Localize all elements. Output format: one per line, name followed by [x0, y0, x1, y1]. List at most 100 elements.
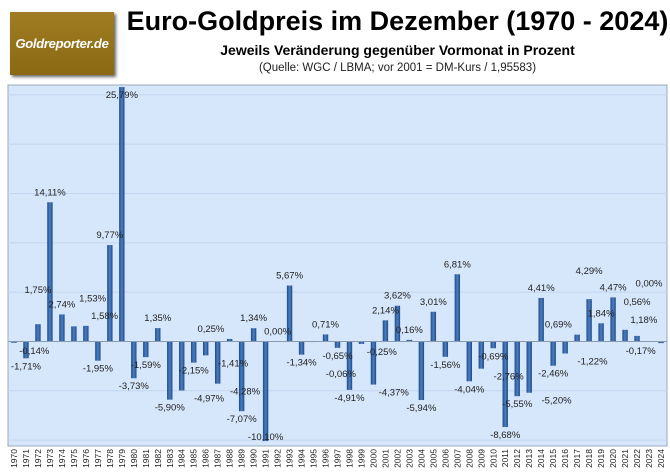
data-label-1998: -4,91% [334, 393, 365, 404]
data-label-2015: -2,46% [538, 369, 569, 380]
bar-1974 [59, 314, 65, 342]
x-tick-label: 1986 [201, 449, 211, 468]
data-label-1997: -0,65% [322, 351, 353, 362]
bar-2006 [442, 341, 449, 357]
chart-subtitle: Jeweils Veränderung gegenüber Vormonat i… [220, 42, 575, 58]
x-tick-label: 1989 [237, 449, 247, 468]
bar-2008 [466, 341, 472, 382]
data-label-2021: 1,18% [630, 315, 657, 326]
bar-1996 [322, 334, 329, 342]
bar-2003 [406, 339, 413, 342]
bar-1988 [226, 338, 233, 342]
goldreporter-logo: Goldreporter.de [10, 12, 114, 75]
x-tick-label: 2024 [656, 449, 666, 468]
bar-1997 [334, 341, 341, 348]
data-label-1978: 9,77% [96, 230, 123, 241]
bar-1981 [143, 341, 149, 358]
data-label-2010: -0,69% [478, 351, 509, 362]
data-label-2003: 0,16% [396, 325, 423, 336]
x-tick-label: 2013 [524, 449, 534, 468]
x-tick-label: 1999 [356, 449, 366, 468]
data-label-1977: -1,95% [83, 364, 114, 375]
data-label-1999: -0,25% [367, 347, 398, 358]
x-tick-label: 2008 [464, 449, 474, 468]
x-tick-label: 2023 [644, 449, 654, 468]
x-tick-label: 1995 [309, 449, 319, 468]
bar-2011 [502, 341, 508, 428]
data-label-1985: -2,15% [179, 366, 210, 377]
data-label-2011: -8,68% [490, 430, 521, 441]
data-label-1970: -0,14% [19, 346, 50, 357]
bar-2001 [382, 320, 389, 342]
x-tick-label: 2004 [416, 449, 426, 468]
x-tick-label: 2016 [560, 449, 570, 468]
data-label-2020: 4,47% [600, 282, 627, 293]
x-tick-label: 2006 [440, 449, 450, 468]
x-tick-label: 1984 [177, 449, 187, 468]
bar-2014 [538, 297, 544, 342]
x-tick-label: 2010 [488, 449, 498, 468]
x-tick-label: 1998 [344, 449, 354, 468]
bar-1979 [119, 87, 125, 342]
x-tick-label: 1982 [153, 449, 163, 468]
data-label-1980: -3,73% [119, 381, 150, 392]
data-label-1987: -4,28% [230, 387, 261, 398]
x-tick-label: 2019 [596, 449, 606, 468]
chart-title: Euro-Goldpreis im Dezember (1970 - 2024) [126, 6, 669, 36]
bar-1994 [298, 341, 305, 355]
bar-1984 [179, 341, 185, 391]
x-tick-label: 1990 [249, 449, 259, 468]
data-label-2023: 0,00% [636, 278, 663, 289]
x-tick-label: 2018 [584, 449, 594, 468]
data-label-1983: -5,90% [155, 403, 186, 414]
x-tick-label: 1988 [225, 449, 235, 468]
bar-1983 [167, 341, 173, 400]
bar-2010 [490, 341, 496, 349]
data-label-1994: -1,34% [286, 358, 317, 369]
data-label-1996: 0,71% [312, 319, 339, 330]
data-label-1990: 1,34% [240, 313, 267, 324]
x-tick-label: 2009 [476, 449, 486, 468]
bar-1980 [131, 341, 137, 379]
x-tick-label: 1981 [141, 449, 151, 468]
data-label-1973: 14,11% [34, 187, 66, 198]
bar-1970 [11, 341, 17, 343]
bar-2004 [418, 341, 425, 401]
data-label-1989: -7,07% [227, 414, 258, 425]
bar-2016 [562, 341, 568, 354]
data-label-2019: 1,84% [588, 308, 615, 319]
data-label-1992: 0,00% [264, 326, 291, 337]
data-label-2005: 3,01% [420, 297, 447, 308]
bar-1973 [47, 202, 53, 342]
bar-2020 [610, 297, 616, 342]
x-tick-label: 2007 [452, 449, 462, 468]
data-label-1991: -10,10% [248, 432, 284, 443]
bar-1972 [35, 324, 41, 342]
bar-1978 [107, 245, 113, 342]
data-label-2017: 0,69% [545, 320, 572, 331]
x-tick-label: 1974 [57, 449, 67, 468]
x-tick-label: 1994 [297, 449, 307, 468]
bar-1998 [346, 341, 353, 390]
x-tick-label: 1977 [93, 449, 103, 468]
x-tick-label: 2017 [572, 449, 582, 468]
bar-2005 [430, 311, 437, 342]
bar-1991 [262, 341, 269, 442]
x-tick-label: 1972 [33, 449, 43, 468]
x-tick-label: 2002 [392, 449, 402, 468]
chart-source: (Quelle: WGC / LBMA; vor 2001 = DM-Kurs … [258, 62, 537, 74]
bar-2013 [526, 341, 532, 393]
data-label-2012: -5,55% [502, 399, 533, 410]
x-tick-label: 1980 [129, 449, 139, 468]
bar-1990 [250, 328, 257, 342]
x-tick-label: 1971 [21, 449, 31, 468]
bar-1985 [191, 341, 197, 363]
data-label-1988: 0,25% [197, 324, 224, 335]
bar-1987 [214, 341, 221, 384]
data-label-2000: -4,37% [379, 388, 410, 399]
plot-area [7, 84, 668, 447]
bar-2019 [598, 323, 604, 342]
x-tick-label: 2003 [404, 449, 414, 468]
bar-2002 [394, 305, 401, 342]
